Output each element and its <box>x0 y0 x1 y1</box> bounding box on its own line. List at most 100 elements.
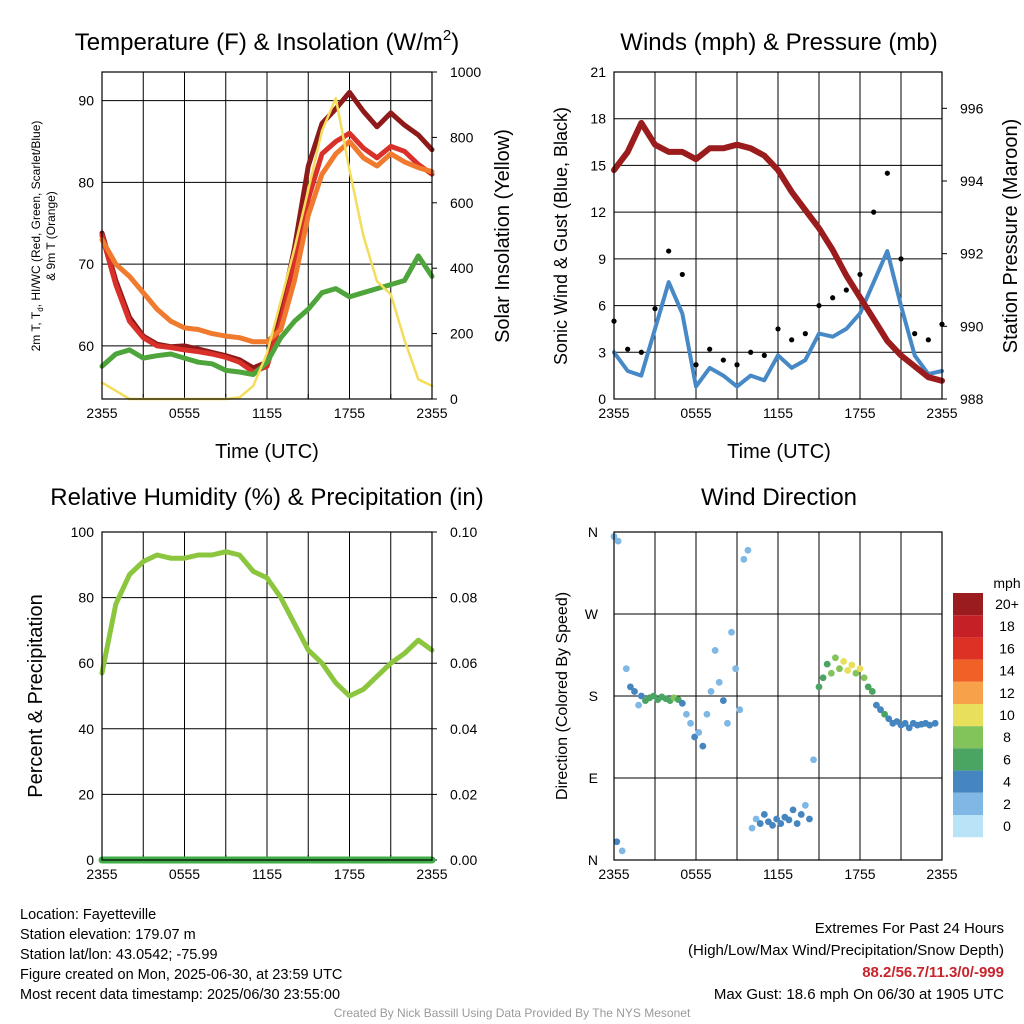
legend-swatch <box>953 659 983 682</box>
x-tick-label: 1755 <box>844 405 875 421</box>
gust-point <box>625 346 631 352</box>
direction-point <box>748 824 756 832</box>
speed-legend: 20+ 18 16 14 12 10 8 6 4 2 0 <box>953 593 1019 838</box>
x-tick-label: 0555 <box>680 866 711 882</box>
y-tick-label-right: 400 <box>450 260 474 276</box>
direction-ylabel-left: Direction (Colored By Speed) <box>554 592 571 800</box>
direction-point <box>703 710 711 718</box>
direction-point <box>815 683 823 691</box>
gust-point <box>761 352 767 358</box>
legend-swatch <box>953 593 983 616</box>
direction-point <box>707 688 715 695</box>
direction-point <box>864 683 872 691</box>
x-tick-label: 1155 <box>252 866 282 882</box>
x-tick-label: 1155 <box>763 405 793 421</box>
station-location: Location: Fayetteville <box>20 907 157 923</box>
direction-point <box>905 724 913 732</box>
gust-point <box>734 362 740 368</box>
x-tick-label: 1155 <box>763 866 793 882</box>
legend-swatch <box>953 637 983 660</box>
legend-label: 6 <box>1003 751 1011 767</box>
extremes-values: 88.2/56.7/11.3/0/-999 <box>862 964 1004 981</box>
direction-point <box>836 665 843 673</box>
direction-point <box>785 816 793 824</box>
gust-point <box>816 302 822 309</box>
direction-point <box>840 657 847 665</box>
direction-point <box>806 815 813 823</box>
gust-point <box>912 331 918 337</box>
gust-point <box>802 331 808 337</box>
y-tick-label-right: 0 <box>450 391 458 407</box>
legend-label: 16 <box>999 640 1015 656</box>
direction-point <box>789 806 797 814</box>
y-tick-label-left: 0 <box>598 391 606 407</box>
direction-point <box>732 665 740 673</box>
series-line-3 <box>99 253 435 377</box>
y-tick-label-left: 6 <box>598 298 606 314</box>
series-line-2 <box>99 139 435 345</box>
legend-label: 0 <box>1003 818 1011 834</box>
direction-point <box>801 801 809 809</box>
humidity-ylabel-left: Percent & Precipitation <box>25 594 47 797</box>
y-tick-label-left: 80 <box>78 174 94 190</box>
x-tick-label: 1755 <box>844 866 875 882</box>
gust-point <box>884 170 890 176</box>
winds-xlabel: Time (UTC) <box>727 441 831 463</box>
temperature-ylabel-right: Solar Insolation (Yellow) <box>492 129 514 343</box>
recent-data: Most recent data timestamp: 2025/06/30 2… <box>20 987 341 1003</box>
x-tick-label: 2355 <box>598 866 629 882</box>
legend-swatch <box>953 681 983 704</box>
y-tick-label-right: 990 <box>960 318 984 334</box>
extremes-info: Extremes For Past 24 Hours (High/Low/Max… <box>688 918 1004 1006</box>
direction-point <box>719 697 727 704</box>
x-tick-label: 0555 <box>169 866 200 882</box>
gust-point <box>925 337 931 343</box>
gust-point <box>638 349 644 355</box>
series-line-0 <box>99 549 435 699</box>
x-tick-label: 2355 <box>86 866 117 882</box>
direction-point <box>810 756 817 764</box>
legend-label: 20+ <box>995 596 1019 612</box>
direction-point <box>873 701 880 709</box>
direction-point <box>868 688 876 695</box>
y-tick-label-left: 18 <box>590 111 606 127</box>
winds-ylabel-left: Sonic Wind & Gust (Blue, Black) <box>551 107 571 365</box>
y-tick-label-right: 600 <box>450 195 474 211</box>
y-tick-label-left: 12 <box>590 204 606 220</box>
legend-label: 10 <box>999 707 1015 723</box>
y-tick-label-left: 15 <box>590 157 606 173</box>
station-info: Location: Fayetteville Station elevation… <box>20 905 342 1005</box>
direction-point <box>631 688 638 695</box>
direction-point <box>844 667 852 674</box>
y-tick-label-left: 3 <box>598 344 606 360</box>
y-tick-label-right: 800 <box>450 129 474 145</box>
x-tick-label: 0555 <box>680 405 711 421</box>
direction-point <box>695 729 703 736</box>
gust-point <box>871 209 877 215</box>
direction-point <box>614 537 622 545</box>
legend-label: 18 <box>999 618 1015 634</box>
legend-label: 12 <box>999 685 1015 701</box>
station-latlon: Station lat/lon: 43.0542; -75.99 <box>20 947 218 963</box>
direction-point <box>635 701 642 709</box>
temperature-title: Temperature (F) & Insolation (W/m2) <box>75 27 459 56</box>
extremes-heading: Extremes For Past 24 Hours <box>814 920 1004 937</box>
temperature-ylabel-left-1: 2m T, Td, HI/WC (Red, Green, Scarlet/Blu… <box>29 121 45 352</box>
legend-swatch <box>953 726 983 749</box>
direction-point <box>793 820 801 827</box>
direction-point <box>901 719 909 727</box>
y-tick-label-right: 996 <box>960 100 984 116</box>
y-tick-label-right: 0.08 <box>450 590 477 606</box>
direction-point <box>744 546 752 554</box>
direction-point <box>683 710 690 718</box>
direction-point <box>736 706 744 714</box>
legend-label: 2 <box>1003 796 1011 812</box>
direction-point <box>711 647 719 654</box>
y-tick-label-left: 0 <box>86 852 94 868</box>
legend-title: mph <box>993 575 1020 591</box>
direction-point <box>881 710 888 718</box>
direction-point <box>852 669 860 677</box>
series-line-0 <box>612 249 944 389</box>
legend-swatch <box>953 704 983 727</box>
